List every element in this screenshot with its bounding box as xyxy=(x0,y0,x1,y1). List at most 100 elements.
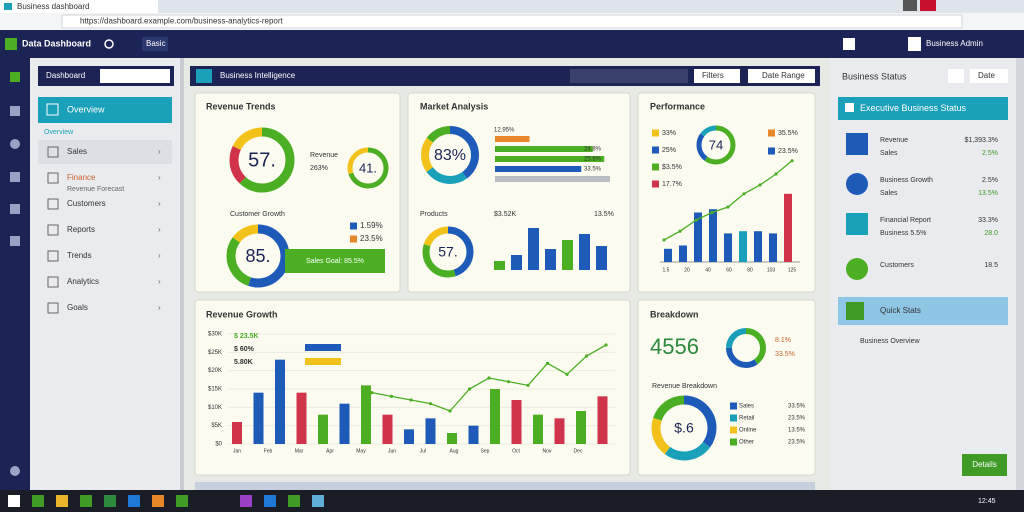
legend-swatch xyxy=(350,235,357,243)
icon-rail xyxy=(0,58,30,490)
donut-segment xyxy=(226,224,290,288)
line-point xyxy=(790,159,794,163)
taskbar-icon[interactable] xyxy=(32,495,44,507)
rail-icon[interactable] xyxy=(10,236,20,246)
donut-label: 74 xyxy=(709,137,723,152)
taskbar xyxy=(0,490,1024,512)
hbar xyxy=(495,166,582,172)
filter-button[interactable] xyxy=(694,69,740,83)
donut-segment xyxy=(651,395,717,461)
legend-text: 35.5% xyxy=(778,130,798,137)
avatar[interactable] xyxy=(908,37,921,51)
rail-icon[interactable] xyxy=(10,466,20,476)
item-name: Revenue xyxy=(880,137,908,144)
donut-segment xyxy=(651,395,717,461)
right-icon-button[interactable] xyxy=(948,69,964,83)
taskbar-icon[interactable] xyxy=(104,495,116,507)
rail-icon[interactable] xyxy=(10,204,20,214)
item-name: Business Growth xyxy=(880,177,933,184)
chevron[interactable]: › xyxy=(158,251,161,260)
tab-icon xyxy=(4,3,12,10)
bar xyxy=(275,359,285,444)
date-button[interactable] xyxy=(748,69,815,83)
taskbar-icon[interactable] xyxy=(264,495,276,507)
card-subtitle: Customer Growth xyxy=(230,211,285,218)
item-icon xyxy=(47,146,59,158)
item-icon xyxy=(47,276,59,288)
taskbar-icon[interactable] xyxy=(240,495,252,507)
taskbar-icon[interactable] xyxy=(56,495,68,507)
item-label: Sales xyxy=(67,147,87,156)
x-label: 80 xyxy=(747,267,753,273)
active-item[interactable] xyxy=(38,97,172,123)
chevron[interactable]: › xyxy=(158,147,161,156)
menu-box[interactable] xyxy=(142,37,168,51)
chevron[interactable]: › xyxy=(158,199,161,208)
bar xyxy=(511,255,522,270)
card-title: Breakdown xyxy=(650,309,699,319)
quick-stats[interactable] xyxy=(838,297,1008,325)
card xyxy=(194,92,401,293)
y-tick-label: $0 xyxy=(215,442,222,448)
minimize[interactable] xyxy=(903,0,917,11)
line-point xyxy=(742,192,746,196)
taskbar-icon[interactable] xyxy=(312,495,324,507)
item-sub: Business 5.5% xyxy=(880,230,926,237)
notif-icon[interactable] xyxy=(843,38,855,50)
taskbar-icon[interactable] xyxy=(128,495,140,507)
item-sub: Revenue Forecast xyxy=(67,186,124,193)
bar xyxy=(784,193,792,262)
bar xyxy=(232,422,242,444)
legend-swatch xyxy=(730,402,737,410)
status-header-text: Executive Business Status xyxy=(860,103,967,113)
scrollbar xyxy=(180,58,184,490)
line-point xyxy=(409,398,413,402)
rail-icon[interactable] xyxy=(10,72,20,82)
legend-swatch xyxy=(730,438,737,446)
chevron[interactable]: › xyxy=(158,277,161,286)
taskbar-icon[interactable] xyxy=(152,495,164,507)
close[interactable] xyxy=(920,0,936,11)
status-items: Revenue Sales $1,393.3% 2.5% Business Growth… xyxy=(846,133,998,280)
stat: 13.5% xyxy=(594,211,614,218)
right-title: Business Status xyxy=(842,71,907,81)
details-button[interactable] xyxy=(962,454,1007,476)
line-point xyxy=(758,183,762,187)
right-button[interactable] xyxy=(970,69,1008,83)
taskbar-icon[interactable] xyxy=(8,495,20,507)
chevron[interactable]: › xyxy=(158,303,161,312)
tab-bar xyxy=(0,0,1024,13)
legend-text: 23.5% xyxy=(778,148,798,155)
item-change: 13.5% xyxy=(978,190,998,197)
line-point xyxy=(565,372,569,376)
toolbar-search[interactable] xyxy=(570,69,688,83)
legend-swatch xyxy=(768,147,775,155)
stat: $3.52K xyxy=(494,211,517,218)
legend-value: 23.5% xyxy=(788,440,806,446)
item-value: 2.5% xyxy=(982,177,998,184)
chevron[interactable]: › xyxy=(158,225,161,234)
tab[interactable] xyxy=(0,0,158,13)
item-icon xyxy=(47,302,59,314)
rail-icon[interactable] xyxy=(10,139,20,149)
donut-segment xyxy=(696,125,736,165)
item-label: Trends xyxy=(67,251,92,260)
taskbar-icon[interactable] xyxy=(80,495,92,507)
bar xyxy=(404,429,414,444)
line-point xyxy=(662,238,666,242)
search-input[interactable] xyxy=(100,69,170,83)
rail-icon[interactable] xyxy=(10,106,20,116)
rail-icon[interactable] xyxy=(10,172,20,182)
status-header xyxy=(838,97,1008,120)
chevron[interactable]: › xyxy=(158,173,161,182)
taskbar-icon[interactable] xyxy=(288,495,300,507)
x-label: Jan xyxy=(233,448,241,454)
legend-name: Sales xyxy=(739,404,754,410)
bar xyxy=(664,248,672,262)
bar xyxy=(361,385,371,444)
taskbar-icon[interactable] xyxy=(176,495,188,507)
url-box[interactable] xyxy=(61,14,963,29)
legend-name: Online xyxy=(739,428,757,434)
donut-segment xyxy=(726,328,766,368)
